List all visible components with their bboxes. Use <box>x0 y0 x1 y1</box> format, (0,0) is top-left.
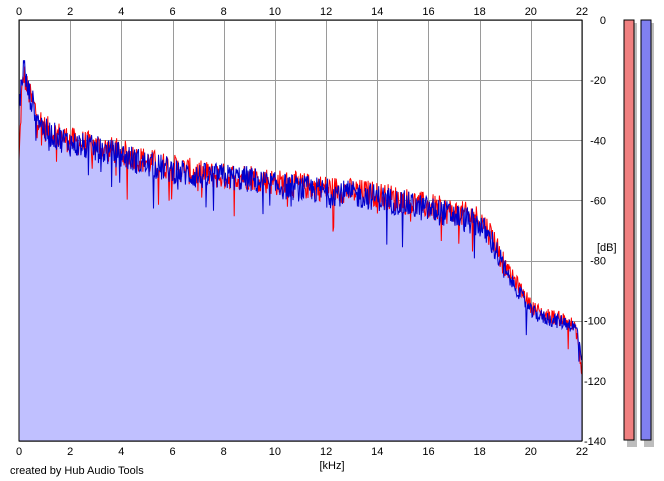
x-tick-bottom: 10 <box>269 446 281 458</box>
x-tick-bottom: 20 <box>525 446 537 458</box>
x-tick-top: 0 <box>16 6 22 18</box>
x-tick-bottom: 2 <box>67 446 73 458</box>
x-tick-bottom: 12 <box>320 446 332 458</box>
x-tick-bottom: 22 <box>576 446 588 458</box>
y-tick: -60 <box>590 195 606 207</box>
x-tick-bottom: 14 <box>371 446 383 458</box>
x-tick-bottom: 18 <box>474 446 486 458</box>
x-tick-top: 16 <box>422 6 434 18</box>
y-tick: -100 <box>584 316 606 328</box>
plot-frame <box>18 19 583 442</box>
x-tick-bottom: 16 <box>422 446 434 458</box>
x-axis-label: [kHz] <box>319 460 344 472</box>
x-tick-top: 12 <box>320 6 332 18</box>
x-tick-top: 18 <box>474 6 486 18</box>
x-tick-top: 10 <box>269 6 281 18</box>
level-meter-2 <box>640 19 652 441</box>
series-line-2 <box>18 60 583 362</box>
spectrum-area <box>19 60 582 442</box>
x-tick-top: 22 <box>576 6 588 18</box>
y-tick: -140 <box>584 436 606 448</box>
x-tick-top: 6 <box>169 6 175 18</box>
y-tick: -80 <box>590 256 606 268</box>
x-tick-bottom: 6 <box>169 446 175 458</box>
x-axis-bottom-ticks: 0 2 4 6 8 10 12 14 16 18 20 22 <box>16 446 588 458</box>
x-tick-top: 8 <box>221 6 227 18</box>
series-lines <box>18 60 583 375</box>
x-tick-bottom: 0 <box>16 446 22 458</box>
x-tick-top: 14 <box>371 6 383 18</box>
y-tick: -120 <box>584 376 606 388</box>
y-tick: -20 <box>590 75 606 87</box>
x-tick-bottom: 4 <box>118 446 124 458</box>
y-axis-label: [dB] <box>597 242 617 254</box>
x-tick-top: 2 <box>67 6 73 18</box>
x-tick-bottom: 8 <box>221 446 227 458</box>
y-tick: -40 <box>590 135 606 147</box>
spectrum-fill <box>19 60 582 442</box>
x-axis-top-ticks: 0 2 4 6 8 10 12 14 16 18 20 22 <box>16 6 588 18</box>
y-axis-ticks: 0 -20 -40 -60 -80 -100 -120 -140 <box>584 15 606 448</box>
x-tick-top: 4 <box>118 6 124 18</box>
level-meters <box>623 19 654 447</box>
credit-text: created by Hub Audio Tools <box>10 465 144 477</box>
level-meter-1 <box>623 19 635 441</box>
x-tick-top: 20 <box>525 6 537 18</box>
y-tick: 0 <box>600 15 606 27</box>
